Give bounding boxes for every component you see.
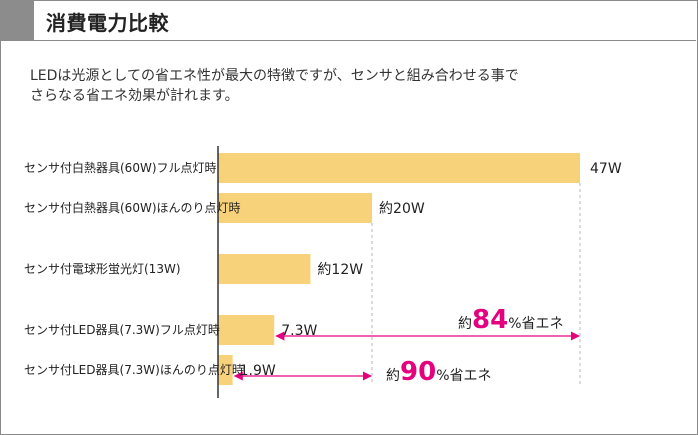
category-label: センサ付白熱器具(60W)ほんのり点灯時	[24, 200, 241, 215]
saving-annotation: 約90%省エネ	[386, 357, 492, 387]
bar	[218, 315, 275, 345]
guide-lines	[371, 183, 581, 385]
description: LEDは光源としての省エネ性が最大の特徴ですが、センサと組み合わせる事で さらな…	[30, 66, 519, 106]
bar	[218, 193, 373, 223]
value-label: 約12W	[317, 262, 363, 278]
category-label: センサ付LED器具(7.3W)フル点灯時	[24, 323, 220, 337]
saving-percent: 84	[472, 305, 508, 335]
bar	[218, 153, 580, 183]
saving-annotation: 約84%省エネ	[458, 305, 564, 335]
saving-percent: 90	[400, 357, 436, 387]
category-labels: センサ付白熱器具(60W)フル点灯時センサ付白熱器具(60W)ほんのり点灯時セン…	[24, 160, 244, 377]
value-label: 47W	[590, 161, 622, 177]
saving-prefix: 約	[386, 368, 400, 384]
page-title: 消費電力比較	[46, 11, 169, 35]
bar	[218, 355, 233, 385]
category-label: センサ付LED器具(7.3W)ほんのり点灯時	[24, 363, 244, 377]
title-accent-tab	[0, 0, 34, 40]
saving-suffix: %省エネ	[436, 368, 491, 384]
description-line-2: さらなる省エネ効果が計れます。	[30, 88, 239, 104]
title-bar: 消費電力比較	[0, 0, 696, 41]
description-line-1: LEDは光源としての省エネ性が最大の特徴ですが、センサと組み合わせる事で	[30, 68, 519, 84]
saving-suffix: %省エネ	[508, 316, 563, 332]
saving-prefix: 約	[458, 316, 472, 332]
value-labels: 47W 約20W 約12W 7.3W 1.9W	[240, 161, 622, 379]
category-label: センサ付白熱器具(60W)フル点灯時	[24, 160, 217, 175]
bar	[218, 254, 311, 284]
value-label: 1.9W	[240, 363, 276, 379]
value-label: 7.3W	[281, 323, 317, 339]
arrow-group	[233, 331, 580, 381]
value-label: 約20W	[379, 201, 425, 217]
bar-group	[218, 153, 580, 385]
category-label: センサ付電球形蛍光灯(13W)	[24, 262, 181, 276]
